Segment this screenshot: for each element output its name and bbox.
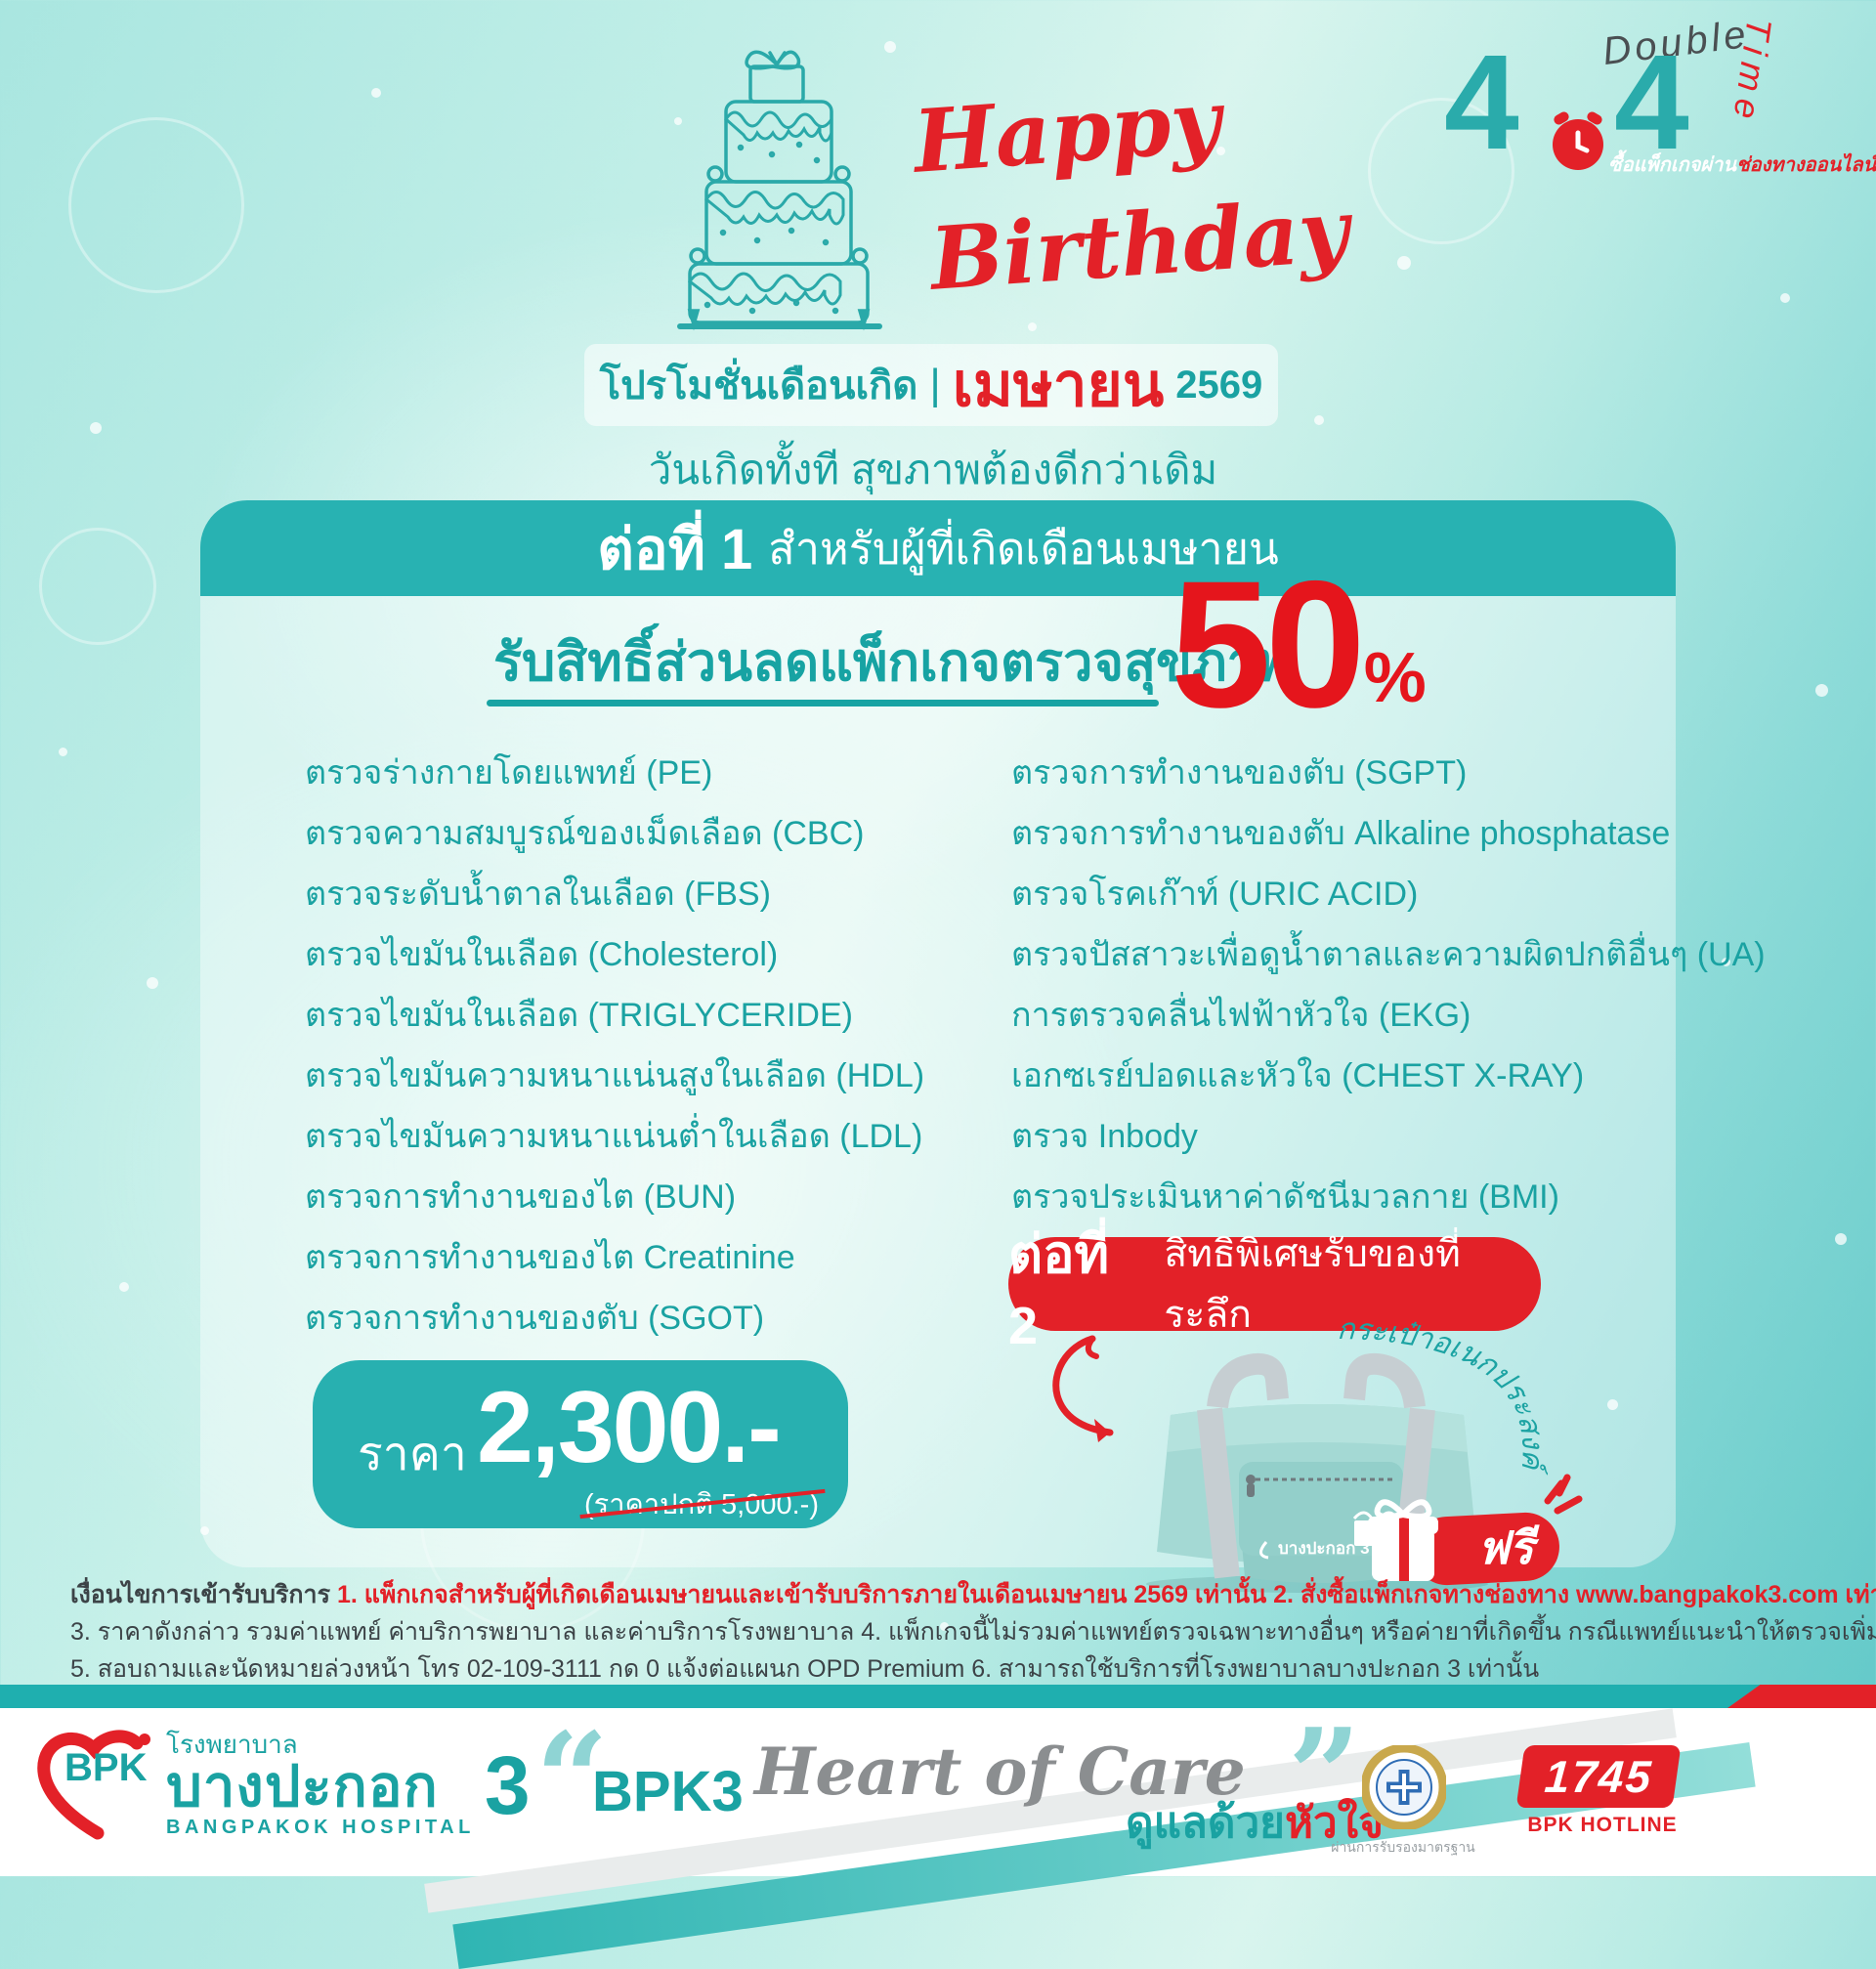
- discount-number: 50: [1171, 544, 1366, 746]
- svg-text:กระเป๋าอเนกประสงค์: กระเป๋าอเนกประสงค์: [1337, 1313, 1550, 1476]
- list-item: ตรวจการทำงานของตับ (SGPT): [1011, 754, 1468, 792]
- discount-underline: [487, 700, 1159, 706]
- discount-50-percent: 50 %: [1171, 544, 1427, 746]
- bag-note-text: กระเป๋าอเนกประสงค์: [1337, 1313, 1550, 1476]
- discount-percent-sign: %: [1363, 639, 1427, 718]
- close-quote-mark: ”: [1288, 1700, 1361, 1850]
- accreditation-caption: ผ่านการรับรองมาตรฐาน: [1331, 1839, 1475, 1855]
- accreditation-seal-icon: [1362, 1745, 1446, 1829]
- terms-line-3: 5. สอบถามและนัดหมายล่วงหน้า โทร 02-109-3…: [70, 1655, 1540, 1683]
- terms-label: เงื่อนไขการเข้ารับบริการ: [70, 1581, 330, 1608]
- hotline-label: BPK HOTLINE: [1527, 1814, 1678, 1836]
- list-item: ตรวจการทำงานของตับ (SGOT): [305, 1300, 765, 1337]
- quote-bpk3: BPK3: [592, 1760, 744, 1823]
- birthday-cake-icon: [677, 50, 882, 331]
- step1-header: ต่อที่ 1 สำหรับผู้ที่เกิดเดือนเมษายน: [200, 500, 1676, 596]
- hospital-brand: โรงพยาบาล บางปะกอก BANGPAKOK HOSPITAL 3: [166, 1730, 531, 1839]
- quote-thai: ดูแลด้วยหัวใจ: [1126, 1788, 1384, 1857]
- four-first: 4: [1444, 27, 1519, 178]
- step2-title: ต่อที่ 2: [1008, 1225, 1110, 1355]
- hotline-number: 1745: [1542, 1751, 1655, 1802]
- list-item: ตรวจปัสสาวะเพื่อดูน้ำตาลและความผิดปกติอื…: [1011, 936, 1766, 973]
- brand-name-thai: บางปะกอก: [166, 1755, 439, 1819]
- promo-banner: โปรโมชั่นเดือนเกิด | เมษายน 2569: [584, 344, 1278, 426]
- alarm-clock-icon: [1553, 111, 1603, 170]
- list-item: ตรวจระดับน้ำตาลในเลือด (FBS): [305, 876, 771, 913]
- price-badge: ราคา 2,300.- (ราคาปกติ 5,000.-): [313, 1360, 848, 1528]
- list-item: ตรวจไขมันในเลือด (Cholesterol): [305, 936, 779, 973]
- happy-label: Happy: [910, 69, 1224, 193]
- open-quote-mark: “: [535, 1704, 609, 1854]
- price-label: ราคา: [358, 1429, 467, 1480]
- terms-line-2: 3. ราคาดังกล่าว รวมค่าแพทย์ ค่าบริการพยา…: [70, 1618, 1876, 1646]
- tagline-red: ช่องทางออนไลน์เท่านั้น: [1736, 152, 1876, 176]
- brand-name-en: BANGPAKOK HOSPITAL: [166, 1817, 475, 1839]
- list-item: ตรวจไขมันความหนาแน่นต่ำในเลือด (LDL): [305, 1118, 923, 1155]
- promo-divider: |: [929, 361, 941, 408]
- list-item: ตรวจการทำงานของตับ Alkaline phosphatase: [1011, 815, 1671, 852]
- brand-number: 3: [484, 1738, 531, 1831]
- four-second: 4: [1614, 27, 1689, 178]
- step1-title: ต่อที่ 1: [597, 517, 753, 581]
- normal-price: (ราคาปกติ 5,000.-): [579, 1481, 826, 1526]
- bag-note: กระเป๋าอเนกประสงค์: [1337, 1313, 1550, 1476]
- checkup-list-left: ตรวจร่างกายโดยแพทย์ (PE) ตรวจความสมบูรณ์…: [305, 743, 924, 1348]
- list-item: ตรวจ Inbody: [1011, 1118, 1198, 1155]
- price-value: 2,300.-: [477, 1371, 782, 1484]
- promo-month: เมษายน: [952, 352, 1165, 419]
- list-item: ตรวจการทำงานของไต Creatinine: [305, 1239, 795, 1276]
- free-gift-badge: ฟรี: [1368, 1474, 1583, 1586]
- step2-subtitle: สิทธิพิเศษรับของที่ระลึก: [1164, 1233, 1461, 1336]
- promo-year: 2569: [1175, 363, 1263, 407]
- checkup-list-right: ตรวจการทำงานของตับ (SGPT) ตรวจการทำงานขอ…: [1011, 743, 1766, 1227]
- svg-text:บางปะกอก 3: บางปะกอก 3: [1278, 1539, 1370, 1558]
- birthday-label: Birthday: [926, 179, 1352, 310]
- list-item: ตรวจไขมันความหนาแน่นสูงในเลือด (HDL): [305, 1057, 925, 1094]
- promo-subtitle: วันเกิดทั้งที สุขภาพต้องดีกว่าเดิม: [648, 447, 1218, 492]
- online-only-tagline: ซื้อแพ็กเกจผ่านช่องทางออนไลน์เท่านั้น: [1608, 149, 1876, 180]
- hotline-badge: 1745: [1515, 1745, 1682, 1808]
- gift-icon: [1368, 1499, 1438, 1581]
- bpk-heart-logo: BPK: [37, 1730, 150, 1840]
- list-item: ตรวจโรคเก๊าท์ (URIC ACID): [1011, 876, 1419, 913]
- bottom-teal-strip: [0, 1685, 1876, 1708]
- list-item: ตรวจร่างกายโดยแพทย์ (PE): [305, 754, 713, 792]
- list-item: ตรวจการทำงานของไต (BUN): [305, 1178, 737, 1216]
- list-item: เอกซเรย์ปอดและหัวใจ (CHEST X-RAY): [1011, 1057, 1585, 1094]
- list-item: ตรวจไขมันในเลือด (TRIGLYCERIDE): [305, 997, 853, 1034]
- quote-thai-teal: ดูแลด้วย: [1126, 1799, 1285, 1847]
- brand-type: โรงพยาบาล: [166, 1730, 298, 1759]
- quote-heart-of-care: Heart of Care: [754, 1734, 1246, 1810]
- bpk-acronym: BPK: [64, 1746, 148, 1789]
- list-item: การตรวจคลื่นไฟฟ้าหัวใจ (EKG): [1011, 997, 1471, 1034]
- step2-badge: ต่อที่ 2 สิทธิพิเศษรับของที่ระลึก: [1008, 1225, 1541, 1355]
- promo-label: โปรโมชั่นเดือนเกิด: [599, 364, 918, 407]
- step1-subtitle: สำหรับผู้ที่เกิดเดือนเมษายน: [768, 524, 1279, 574]
- terms-line-1: เงื่อนไขการเข้ารับบริการ 1. แพ็กเกจสำหรั…: [70, 1575, 1876, 1614]
- tagline-white: ซื้อแพ็กเกจผ่าน: [1608, 152, 1737, 176]
- list-item: ตรวจความสมบูรณ์ของเม็ดเลือด (CBC): [305, 815, 865, 852]
- discount-headline: รับสิทธิ์ส่วนลดแพ็กเกจตรวจสุขภาพ: [493, 633, 1292, 692]
- list-item: ตรวจประเมินหาค่าดัชนีมวลกาย (BMI): [1011, 1178, 1559, 1216]
- terms-line1-red: 1. แพ็กเกจสำหรับผู้ที่เกิดเดือนเมษายนและ…: [336, 1581, 1876, 1608]
- free-label: ฟรี: [1477, 1521, 1540, 1574]
- arrow-to-gift-icon: [1052, 1335, 1114, 1442]
